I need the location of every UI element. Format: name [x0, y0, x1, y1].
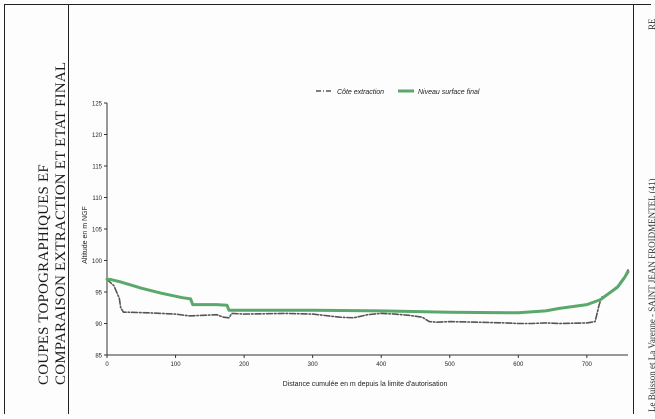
x-axis-label: Distance cumulée en m depuis la limite d…: [283, 381, 448, 388]
x-tick-label: 400: [376, 362, 387, 368]
x-tick-label: 100: [171, 362, 182, 368]
frame-title-divider: [68, 4, 69, 414]
legend-label-final: Niveau surface final: [418, 89, 480, 96]
y-tick-label: 115: [92, 165, 102, 171]
frame-left-line: [4, 4, 5, 414]
y-tick-label: 85: [95, 354, 102, 360]
frame-right-divider: [633, 4, 634, 414]
y-tick-label: 125: [92, 102, 103, 108]
x-tick-label: 700: [582, 362, 593, 368]
legend-label-extraction: Côte extraction: [337, 89, 384, 96]
x-tick-label: 300: [308, 362, 319, 368]
x-tick-label: 600: [513, 362, 524, 368]
y-axis-label: Altitude en m NGF: [82, 206, 89, 264]
y-tick-label: 90: [95, 322, 102, 328]
y-tick-label: 120: [92, 133, 103, 139]
axes: 85 90 95 100 105 110 115 120 125 0 100 200 300 400 500…: [92, 102, 628, 368]
x-tick-label: 500: [445, 362, 456, 368]
series-line-final-surface: [105, 270, 630, 315]
y-tick-label: 100: [92, 259, 103, 265]
x-tick-label: 0: [105, 362, 109, 368]
x-tick-label: 200: [239, 362, 250, 368]
frame-top-line: [4, 4, 651, 5]
legend: Côte extraction Niveau surface final: [316, 89, 480, 96]
y-tick-label: 95: [95, 291, 102, 297]
y-tick-label: 105: [92, 228, 103, 234]
plot-area: [105, 269, 630, 325]
y-tick-label: 110: [92, 196, 102, 202]
series-line-extraction: [106, 269, 629, 325]
